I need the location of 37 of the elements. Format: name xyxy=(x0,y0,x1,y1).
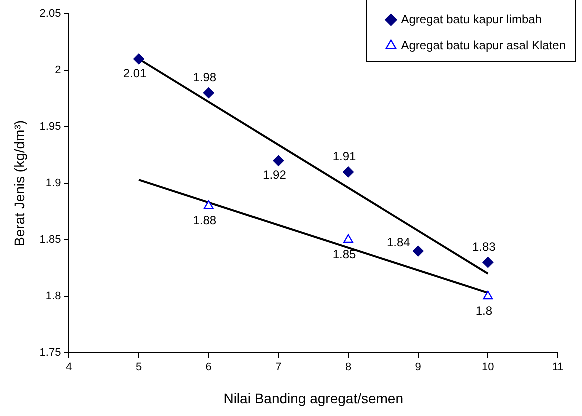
y-tick-label: 1.9 xyxy=(46,178,62,190)
point xyxy=(482,257,494,268)
legend-label: Agregat batu kapur limbah xyxy=(401,12,542,26)
y-tick-label: 1.8 xyxy=(46,290,62,303)
data-label: 1.85 xyxy=(332,247,357,262)
y-tick-label: 2 xyxy=(55,64,62,77)
x-tick-label: 7 xyxy=(276,362,282,374)
data-label: 2.01 xyxy=(123,66,148,81)
data-label: 1.83 xyxy=(472,240,496,254)
x-tick-label: 4 xyxy=(66,362,72,374)
point xyxy=(134,54,145,65)
data-label: 1.8 xyxy=(476,304,493,318)
x-tick-label: 5 xyxy=(136,362,142,374)
data-label: 1.91 xyxy=(332,150,357,164)
y-tick-label: 1.85 xyxy=(40,234,62,246)
y-tick-label: 2.05 xyxy=(40,8,62,20)
x-tick-label: 8 xyxy=(345,362,352,374)
y-axis-title: Berat Jenis (kg/dm³) xyxy=(11,120,28,247)
point xyxy=(483,290,494,300)
x-tick-label: 9 xyxy=(415,362,422,374)
x-tick-label: 11 xyxy=(552,362,564,374)
data-label: 1.88 xyxy=(193,213,217,228)
point xyxy=(203,88,214,99)
point xyxy=(344,234,354,244)
x-axis-title: Nilai Banding agregat/semen xyxy=(224,390,404,406)
y-tick-label: 1.95 xyxy=(40,121,62,134)
y-tick-label: 1.75 xyxy=(40,347,62,360)
x-tick-label: 6 xyxy=(206,362,212,374)
point xyxy=(273,155,284,166)
point xyxy=(412,246,424,257)
x-tick-label: 10 xyxy=(482,362,494,374)
legend-label: Agregat batu kapur asal Klaten xyxy=(401,38,566,52)
data-label: 1.92 xyxy=(263,168,287,182)
data-label: 1.98 xyxy=(193,70,217,84)
data-label: 1.84 xyxy=(386,236,411,250)
point xyxy=(343,166,354,178)
point xyxy=(204,200,214,210)
